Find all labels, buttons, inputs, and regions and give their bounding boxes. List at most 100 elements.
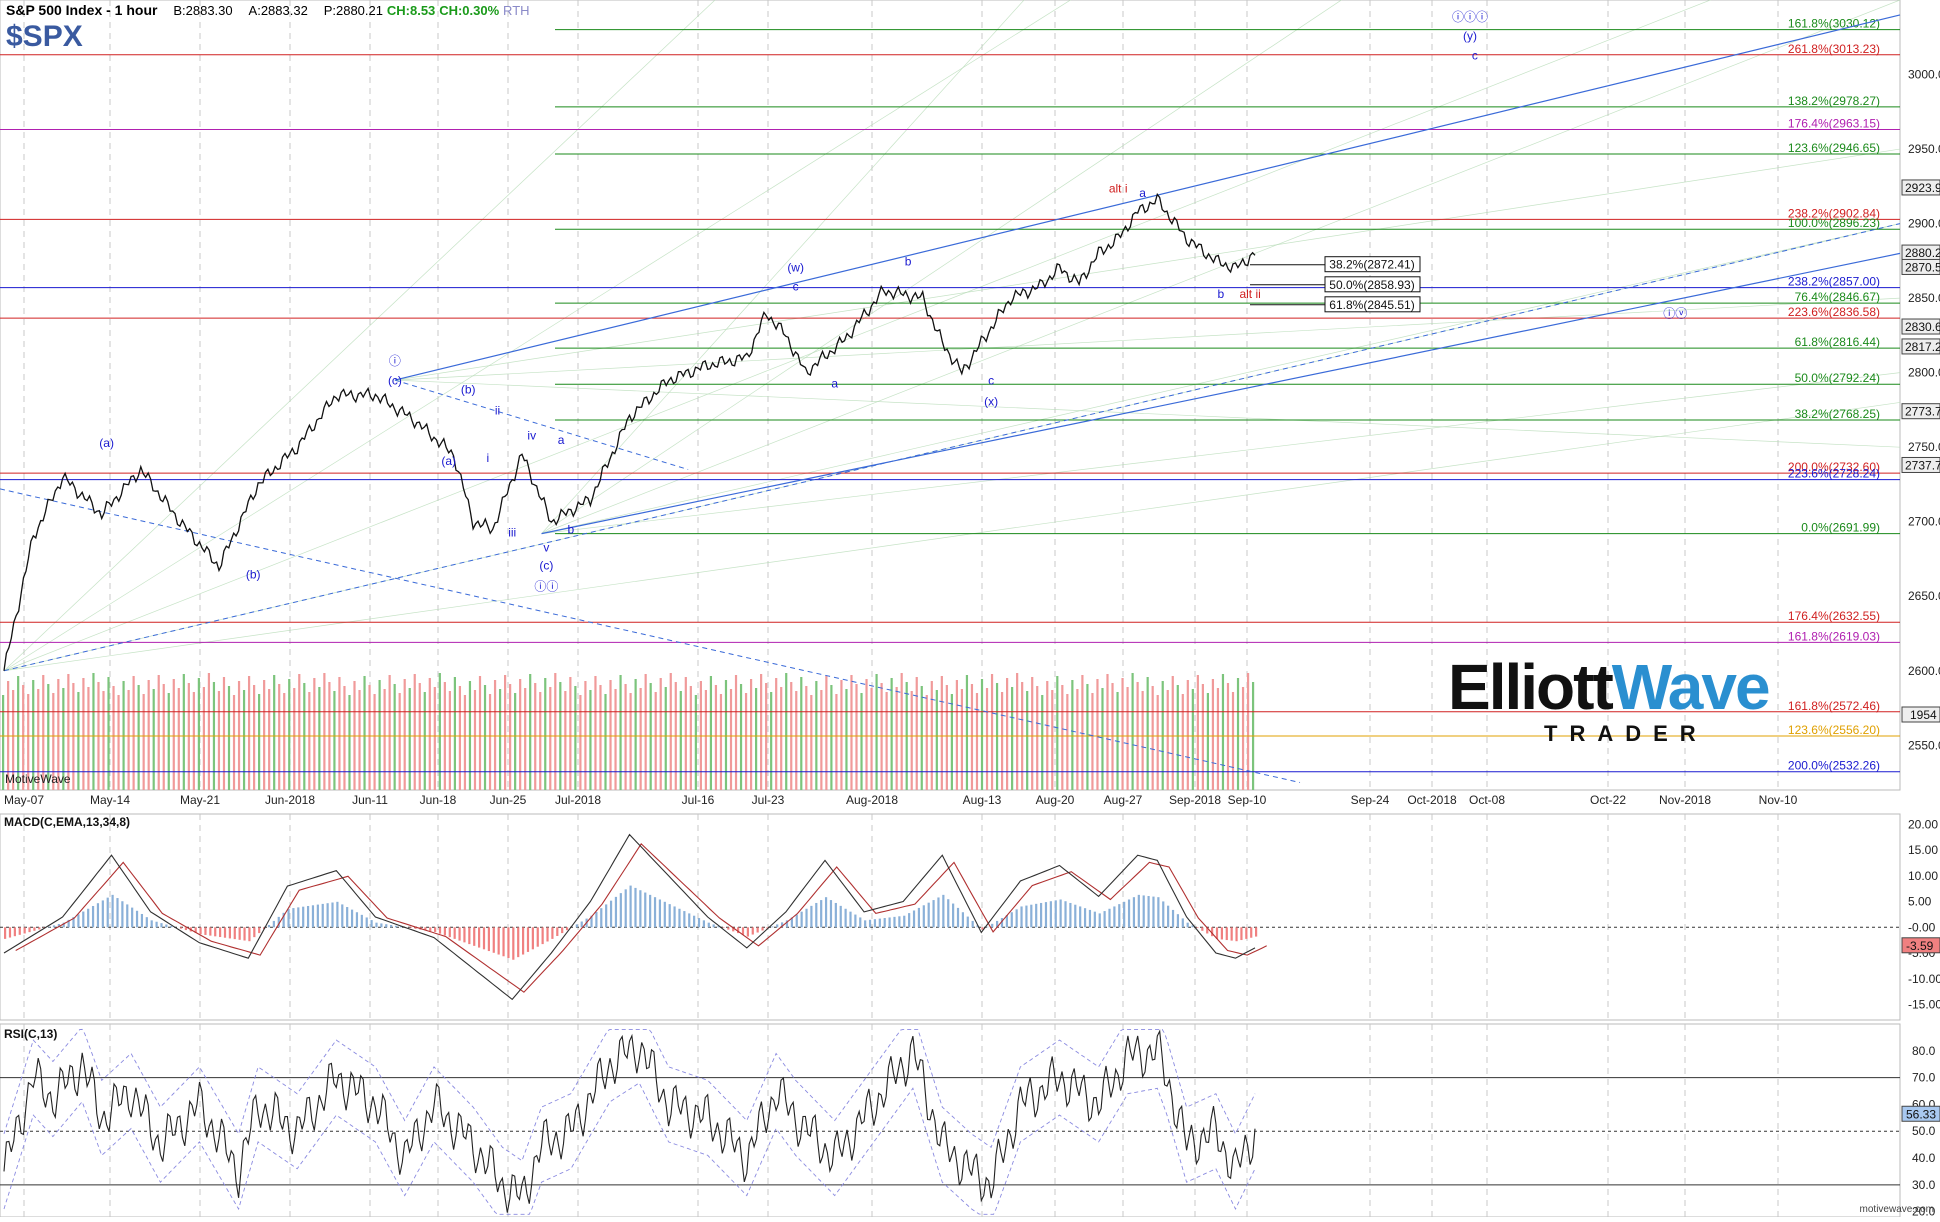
macd-histogram-bar — [1088, 909, 1092, 928]
fib-level-label: 176.4%(2963.15) — [1788, 116, 1880, 130]
macd-histogram-bar — [492, 927, 495, 953]
macd-histogram-bar — [478, 927, 481, 948]
volume-bar — [689, 686, 692, 790]
macd-histogram-bar — [1039, 902, 1043, 928]
wave-label: i — [486, 451, 489, 465]
volume-bar — [77, 692, 80, 790]
volume-bar — [403, 679, 406, 790]
volume-bar — [734, 675, 738, 790]
wave-label: c — [1472, 49, 1478, 63]
macd-histogram-bar — [634, 887, 637, 928]
fan-line — [394, 297, 1901, 381]
fib-level-label: 123.6%(2946.65) — [1788, 141, 1880, 155]
volume-bar — [157, 675, 160, 790]
macd-histogram-bar — [1162, 901, 1165, 928]
macd-histogram-bar — [135, 910, 139, 928]
price-panel-frame — [0, 0, 1901, 791]
macd-histogram-bar — [942, 894, 945, 928]
macd-histogram-bar — [1015, 909, 1018, 928]
volume-bar — [313, 678, 316, 790]
volume-bar — [744, 693, 748, 790]
macd-histogram-bar — [131, 907, 134, 928]
macd-histogram-bar — [619, 893, 622, 928]
volume-bar — [925, 695, 928, 790]
macd-histogram-bar — [531, 927, 534, 950]
volume-bar — [554, 673, 557, 790]
macd-histogram-bar — [639, 890, 642, 928]
macd-histogram-bar — [981, 927, 984, 930]
macd-histogram-bar — [8, 927, 12, 938]
macd-histogram-bar — [1220, 927, 1223, 940]
volume-bar — [132, 676, 135, 790]
macd-histogram-bar — [67, 919, 70, 928]
volume-bar — [12, 690, 15, 790]
macd-histogram-bar — [390, 924, 393, 928]
fib-level-label: 123.6%(2556.20) — [1788, 723, 1880, 737]
x-tick-label: May-07 — [4, 793, 44, 807]
macd-histogram-bar — [1191, 925, 1194, 928]
volume-bar — [378, 680, 381, 790]
x-tick-label: Jun-25 — [490, 793, 527, 807]
macd-histogram-bar — [91, 905, 95, 928]
fan-line — [3, 402, 1901, 672]
volume-bar — [47, 684, 50, 790]
change-pct-value: CH:0.30% — [439, 3, 500, 18]
volume-bar — [654, 692, 657, 790]
macd-histogram-bar — [932, 900, 935, 928]
macd-histogram-bar — [551, 927, 554, 939]
volume-bar — [483, 685, 487, 790]
macd-histogram-bar — [541, 927, 544, 945]
channel-declining-dashed-line — [0, 488, 1301, 784]
macd-histogram-bar — [414, 927, 417, 929]
price-tag-label: 2773.79 — [1905, 405, 1940, 419]
macd-histogram-bar — [526, 927, 530, 952]
rsi-title: RSI(C,13) — [4, 1027, 57, 1041]
macd-histogram-bar — [976, 925, 979, 928]
rsi-tick-label: 30.0 — [1912, 1178, 1936, 1192]
price-tick-label: 2950.00 — [1908, 142, 1940, 156]
macd-histogram-bar — [697, 918, 701, 928]
volume-bar — [217, 691, 221, 790]
volume-bar — [92, 673, 95, 790]
wave-label: ⓘⓘⓘ — [1452, 10, 1488, 24]
volume-bar — [438, 673, 441, 790]
wave-label: v — [543, 541, 549, 555]
volume-bar — [729, 689, 733, 790]
volume-bar — [815, 681, 818, 790]
macd-histogram-bar — [116, 898, 119, 928]
macd-histogram-bar — [766, 927, 769, 929]
macd-histogram-bar — [150, 920, 153, 928]
macd-histogram-bar — [873, 919, 877, 928]
macd-histogram-bar — [1147, 896, 1150, 928]
macd-histogram-bar — [1035, 903, 1038, 928]
macd-histogram-bar — [1098, 913, 1101, 928]
macd-histogram-bar — [1020, 906, 1023, 928]
macd-histogram-bar — [350, 909, 354, 928]
macd-histogram-bar — [683, 911, 686, 928]
volume-bar — [343, 686, 346, 790]
macd-histogram-bar — [424, 927, 427, 931]
macd-histogram-bar — [649, 894, 652, 928]
macd-histogram-bar — [179, 927, 183, 929]
macd-histogram-bar — [996, 920, 999, 928]
macd-histogram-bar — [1083, 908, 1087, 928]
volume-bar — [1000, 692, 1004, 790]
macd-histogram-bar — [859, 917, 862, 928]
x-tick-label: Jul-2018 — [555, 793, 601, 807]
wave-label: ⓘⓘ — [534, 579, 558, 593]
volume-bar — [930, 681, 933, 790]
macd-histogram-bar — [1157, 897, 1160, 928]
price-tag-label: 2923.90 — [1905, 181, 1940, 195]
volume-bar — [237, 681, 241, 790]
macd-histogram-bar — [453, 927, 456, 939]
macd-tick-label: 10.00 — [1908, 869, 1938, 883]
price-tick-label: 2800.00 — [1908, 366, 1940, 380]
volume-bar — [549, 687, 552, 790]
macd-histogram-bar — [375, 922, 378, 928]
volume-bar — [62, 688, 65, 790]
macd-histogram-bar — [399, 926, 403, 928]
volume-bar — [1201, 684, 1204, 790]
macd-histogram-bar — [1250, 927, 1253, 938]
volume-bar — [1156, 695, 1159, 790]
